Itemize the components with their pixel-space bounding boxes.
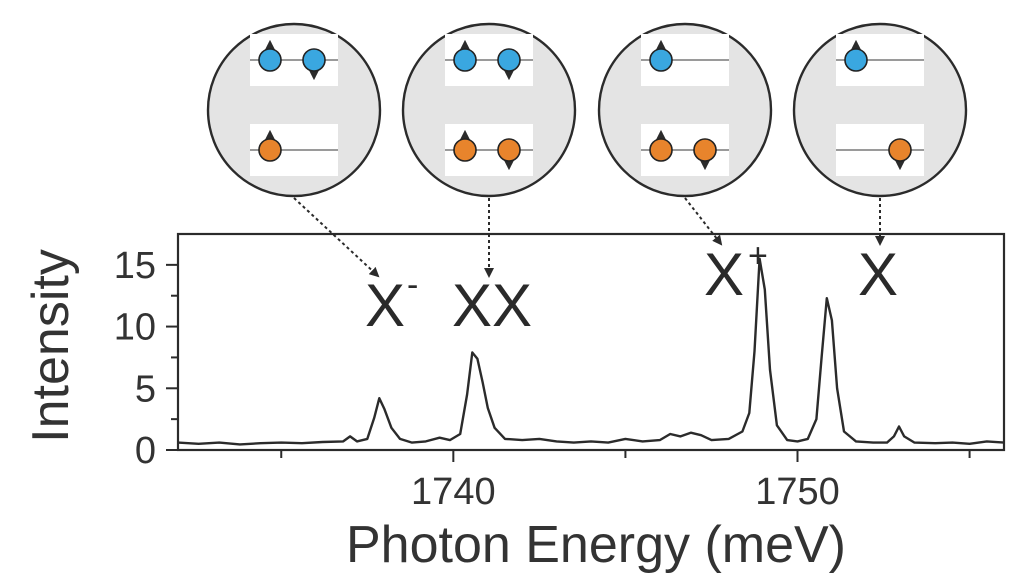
plot-frame [176,232,1006,452]
peak-label-4: X [858,241,898,308]
inset-XX [401,22,577,278]
electron-particle [649,48,673,72]
hole-particle [649,138,673,162]
peak-label-superscript: + [748,237,768,275]
peak-labels: X - XX X + X [365,237,898,339]
electron-particle [844,48,868,72]
connector-arrow [293,197,380,278]
y-axis-title: Intensity [22,249,80,443]
x-tick-label: 1740 [411,471,496,513]
hole-particle [888,138,912,162]
x-axis-ticks: 1740 1750 [280,450,971,513]
x-tick-label: 1750 [755,471,840,513]
hole-particle [258,138,282,162]
x-axis-title: Photon Energy (meV) [346,516,846,574]
spectrum-line [177,257,1005,446]
peak-label-2: XX [452,272,532,339]
spin-configuration-insets [206,22,968,278]
peak-label-superscript: - [407,266,418,304]
peak-label-1: X [365,272,405,339]
y-tick-label: 0 [135,430,156,472]
y-tick-label: 10 [114,307,156,349]
electron-particle [453,48,477,72]
peak-label-3: X [704,241,744,308]
hole-particle [453,138,477,162]
inset-X [792,22,968,246]
electron-particle [258,48,282,72]
electron-particle [302,48,326,72]
y-axis-ticks: 0 5 10 15 [114,245,178,472]
inset-X- [206,22,382,278]
connector-arrow [684,197,723,246]
y-tick-label: 5 [135,368,156,410]
inset-X+ [597,22,773,246]
hole-particle [497,138,521,162]
y-tick-label: 15 [114,245,156,287]
hole-particle [693,138,717,162]
electron-particle [497,48,521,72]
